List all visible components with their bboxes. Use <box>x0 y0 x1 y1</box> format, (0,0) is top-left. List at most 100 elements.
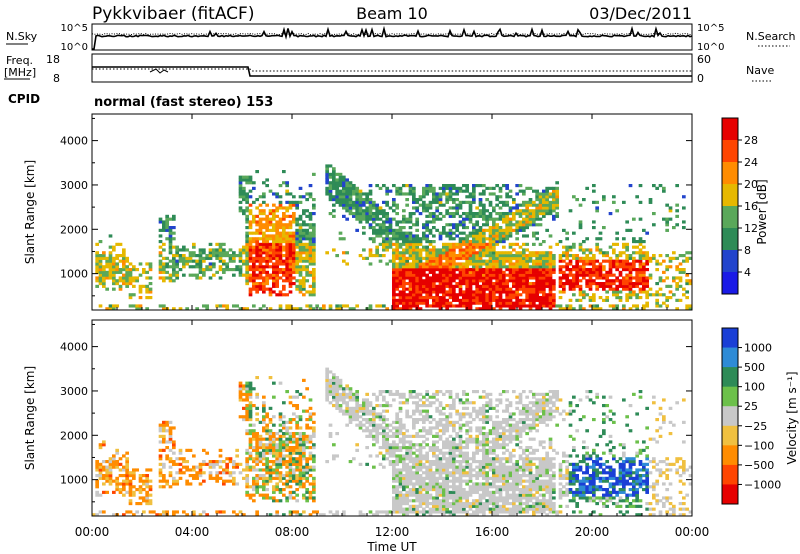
power-cell <box>112 259 116 263</box>
power-cell <box>568 298 573 302</box>
power-cell <box>625 282 630 286</box>
power-cell <box>455 192 460 196</box>
power-cell <box>632 265 636 269</box>
power-cell <box>278 254 283 258</box>
power-cell <box>468 195 473 199</box>
power-cell <box>488 186 493 190</box>
velocity-cell <box>162 429 166 433</box>
power-cell <box>645 304 650 308</box>
power-cell <box>538 304 543 308</box>
power-cell <box>455 265 460 269</box>
power-cell <box>268 293 273 297</box>
power-cell <box>515 220 520 224</box>
power-cell <box>545 273 550 277</box>
velocity-cell <box>102 482 106 486</box>
power-cell <box>562 287 566 291</box>
power-cell <box>495 279 500 283</box>
power-cell <box>458 293 463 297</box>
velocity-cell <box>202 462 206 466</box>
power-cell <box>475 220 480 224</box>
power-cell <box>522 259 526 263</box>
velocity-cell <box>132 490 136 494</box>
power-cell <box>258 276 263 280</box>
power-cell <box>415 268 420 272</box>
velocity-cell <box>422 513 426 517</box>
power-cell <box>415 256 420 260</box>
power-cell <box>442 256 446 260</box>
power-cell <box>552 287 556 291</box>
power-cell <box>625 298 630 302</box>
velocity-cell <box>428 496 433 500</box>
velocity-cell <box>345 384 350 388</box>
velocity-cell <box>305 476 310 480</box>
power-cell <box>455 186 460 190</box>
velocity-cell <box>295 457 300 461</box>
power-cell <box>258 237 263 241</box>
power-cell <box>102 270 106 274</box>
velocity-cell <box>425 432 430 436</box>
power-cell <box>412 254 416 258</box>
power-cell <box>285 273 290 277</box>
power-cell <box>275 265 280 269</box>
power-cell <box>125 270 130 274</box>
velocity-cell <box>185 465 190 469</box>
power-cell <box>665 223 670 227</box>
power-cell <box>518 184 523 188</box>
velocity-cell <box>192 454 196 458</box>
power-cell <box>522 226 526 230</box>
power-cell <box>672 276 676 280</box>
power-cell <box>405 259 410 263</box>
power-cell <box>248 276 253 280</box>
power-cell <box>442 226 446 230</box>
power-cell <box>472 189 476 193</box>
velocity-cell <box>175 510 180 514</box>
power-cell <box>472 226 476 230</box>
power-cell <box>508 307 513 311</box>
power-cell <box>558 304 563 308</box>
power-cell <box>458 265 463 269</box>
power-cell <box>422 186 426 190</box>
velocity-cell <box>268 476 273 480</box>
power-cell <box>495 259 500 263</box>
power-cell <box>445 304 450 308</box>
power-cell <box>502 254 506 258</box>
power-cell <box>232 259 236 263</box>
velocity-cell <box>292 490 296 494</box>
power-cell <box>495 203 500 207</box>
power-cell <box>402 240 406 244</box>
velocity-cell <box>335 432 340 436</box>
power-cell <box>428 254 433 258</box>
velocity-cell <box>135 468 140 472</box>
power-cell <box>252 279 256 283</box>
power-cell <box>502 282 506 286</box>
velocity-cell <box>412 510 416 514</box>
power-cell <box>175 270 180 274</box>
power-cell <box>115 254 120 258</box>
power-cell <box>472 262 476 266</box>
power-cell <box>405 184 410 188</box>
power-cell <box>265 237 270 241</box>
power-cell <box>395 273 400 277</box>
power-cell <box>432 248 436 252</box>
power-cell <box>188 273 193 277</box>
power-cell <box>652 256 656 260</box>
velocity-cell <box>98 465 103 469</box>
power-cell <box>432 304 436 308</box>
velocity-cell <box>275 460 280 464</box>
power-cell <box>438 282 443 286</box>
velocity-cell <box>332 390 336 394</box>
power-cell <box>472 270 476 274</box>
power-cell <box>505 231 510 235</box>
power-cell <box>308 273 313 277</box>
power-cell <box>398 259 403 263</box>
power-cell <box>618 265 623 269</box>
power-cell <box>358 203 363 207</box>
power-cell <box>302 209 306 213</box>
power-cell <box>265 251 270 255</box>
power-cell <box>455 228 460 232</box>
velocity-cell <box>332 457 336 461</box>
power-cell <box>302 195 306 199</box>
power-cell <box>608 262 613 266</box>
velocity-cell <box>305 434 310 438</box>
power-cell <box>172 273 176 277</box>
